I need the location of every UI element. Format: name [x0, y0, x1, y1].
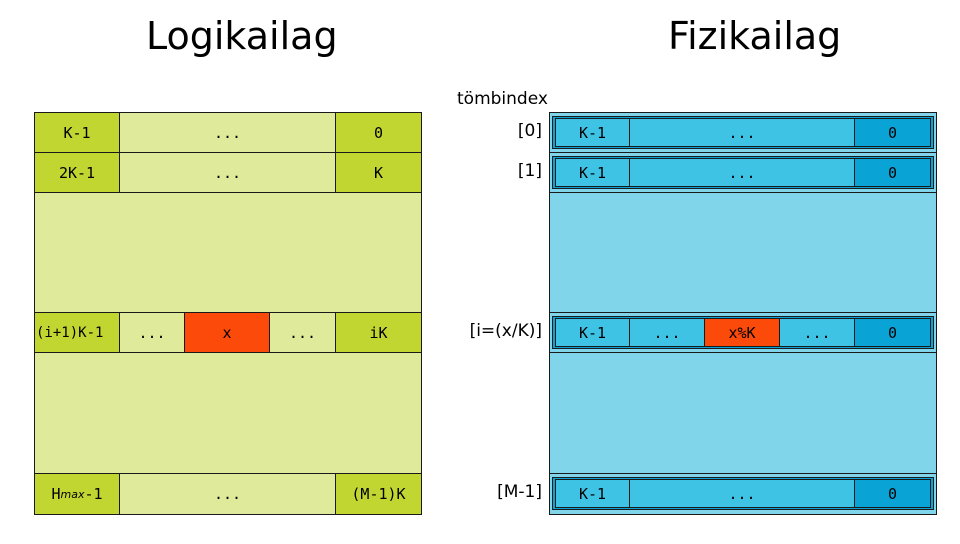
index-header: tömbindex — [457, 89, 548, 109]
physical-row3-mid1: ... — [629, 318, 705, 347]
index-label-1: [1] — [517, 161, 542, 181]
physical-row2-right: 0 — [854, 158, 931, 187]
logical-row2-right: K — [335, 152, 422, 193]
physical-divider — [549, 352, 937, 353]
logical-row3-mid2: ... — [269, 312, 336, 353]
hmax-subscript: max — [60, 487, 85, 501]
logical-row1-mid: ... — [119, 112, 336, 153]
logical-row2-left: 2K-1 — [34, 152, 120, 193]
physical-row1-right: 0 — [854, 118, 931, 147]
hmax-base: H — [51, 485, 61, 503]
physical-row3-right: 0 — [854, 318, 931, 347]
index-label-0: [0] — [517, 121, 542, 141]
physical-row4-left: K-1 — [555, 479, 630, 508]
physical-row4-mid: ... — [629, 479, 855, 508]
logical-row3-right: iK — [335, 312, 422, 353]
physical-divider — [549, 152, 937, 153]
physical-divider — [549, 473, 937, 474]
physical-row1-left: K-1 — [555, 118, 630, 147]
physical-divider — [549, 312, 937, 313]
physical-row2-left: K-1 — [555, 158, 630, 187]
index-label-m1: [M-1] — [497, 482, 542, 502]
physical-row4-right: 0 — [854, 479, 931, 508]
logical-row3-mid1: ... — [119, 312, 185, 353]
physical-row2-mid: ... — [629, 158, 855, 187]
logical-row4-mid: ... — [119, 473, 336, 515]
physical-divider — [549, 192, 937, 193]
logical-row3-target: x — [184, 312, 270, 353]
physical-row3-target: x%K — [704, 318, 780, 347]
logical-row3-left: (i+1)K-1 — [34, 312, 120, 353]
logical-row1-right: 0 — [335, 112, 422, 153]
physical-title: Fizikailag — [668, 14, 842, 58]
physical-row3-left: K-1 — [555, 318, 630, 347]
physical-row3-mid2: ... — [779, 318, 855, 347]
hmax-suffix: -1 — [84, 485, 103, 503]
logical-row2-mid: ... — [119, 152, 336, 193]
physical-row1-mid: ... — [629, 118, 855, 147]
index-label-i: [i=(x/K)] — [469, 321, 542, 341]
logical-title: Logikailag — [146, 14, 338, 58]
logical-row1-left: K-1 — [34, 112, 120, 153]
logical-row4-right: (M-1)K — [335, 473, 422, 515]
